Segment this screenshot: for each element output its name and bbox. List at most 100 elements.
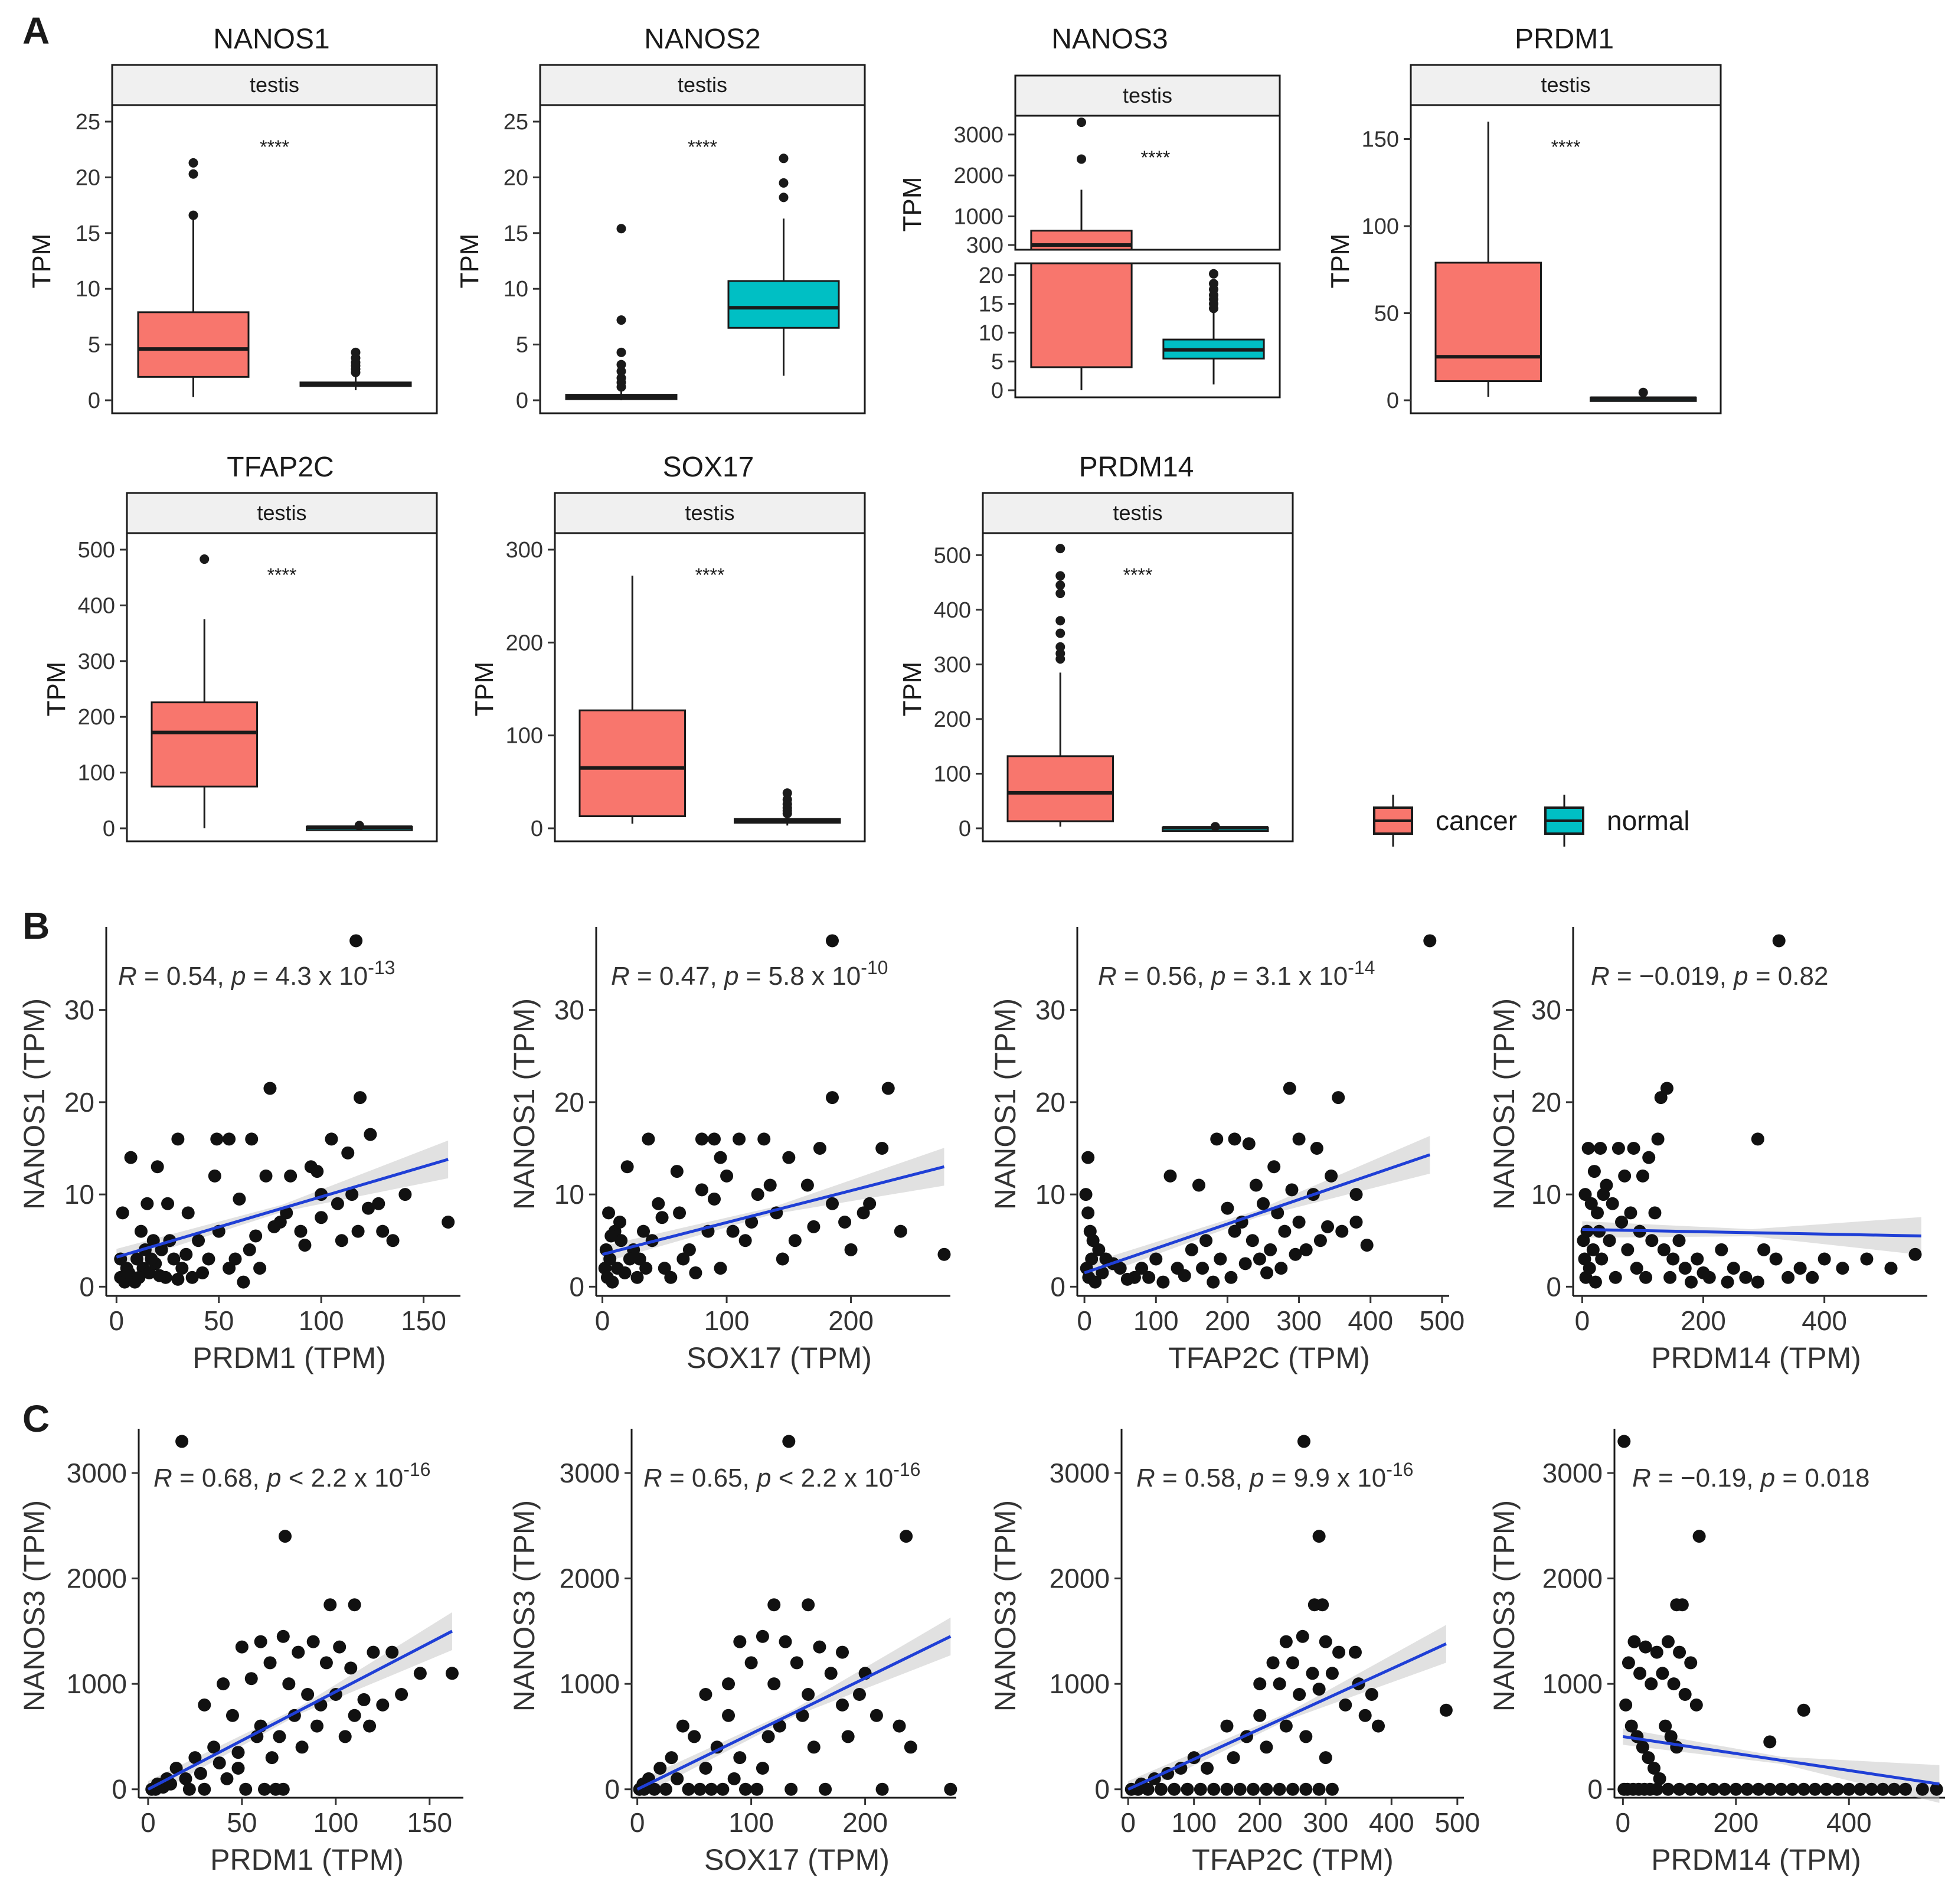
outlier-point — [782, 788, 792, 798]
data-point — [655, 1211, 669, 1224]
data-point — [282, 1677, 296, 1691]
data-point — [376, 1698, 390, 1712]
regression-line — [1622, 1735, 1940, 1786]
data-point — [1930, 1782, 1943, 1796]
stat-p-value: = 3.1 x 10 — [1226, 962, 1348, 991]
y-axis-label: NANOS1 (TPM) — [1488, 998, 1521, 1210]
data-point — [1310, 1142, 1323, 1155]
boxplot-prdm1: PRDM1 testis 0 50 100 150 TPM **** — [1326, 24, 1722, 414]
y-tick-label: 3000 — [953, 123, 1003, 148]
data-point — [714, 1262, 727, 1275]
data-point — [1684, 1656, 1698, 1670]
data-point — [699, 1688, 712, 1701]
x-axis-label: PRDM1 (TPM) — [192, 1341, 386, 1374]
y-tick-label: 1000 — [560, 1668, 620, 1699]
data-point — [1286, 1782, 1299, 1796]
y-axis-label: TPM — [42, 662, 71, 717]
data-point — [280, 1206, 293, 1220]
data-point — [1279, 1635, 1293, 1648]
data-point — [344, 1661, 358, 1675]
significance-label: **** — [688, 136, 717, 158]
data-point — [1636, 1740, 1649, 1754]
y-tick-label: 100 — [934, 762, 971, 786]
data-point — [1238, 1257, 1252, 1271]
outlier-point — [782, 795, 792, 805]
stat-r-symbol: R — [1591, 962, 1617, 991]
data-point — [900, 1530, 913, 1543]
data-point — [1339, 1698, 1352, 1712]
data-point — [1697, 1266, 1710, 1279]
stat-r-value: = 0.65, — [669, 1464, 757, 1492]
stat-p-exponent: -13 — [368, 957, 395, 978]
y-tick-label: 0 — [991, 378, 1003, 403]
scatter-prdm14-nanos1: 0 200 400 0 10 20 30 PRDM14 (TPM) NANOS1 (TPM) R … — [1488, 927, 1927, 1374]
data-point — [863, 1197, 877, 1210]
data-point — [1721, 1275, 1734, 1289]
data-point — [276, 1629, 290, 1643]
data-point — [1642, 1751, 1655, 1765]
data-point — [807, 1220, 821, 1233]
data-point — [1678, 1688, 1692, 1701]
correlation-stat: R = 0.47, p = 5.8 x 10-10 — [611, 957, 888, 991]
x-tick-label: 300 — [1303, 1807, 1348, 1838]
data-point — [1673, 1782, 1686, 1796]
data-point — [1769, 1252, 1783, 1266]
data-point — [745, 1216, 759, 1229]
data-point — [331, 1197, 344, 1210]
data-point — [716, 1782, 730, 1796]
scatter-prdm1-nanos3: 0 50 100 150 0 1000 2000 3000 PRDM1 (TPM) NANOS3 … — [18, 1429, 463, 1876]
y-tick-label: 20 — [76, 165, 100, 190]
data-point — [364, 1128, 377, 1141]
y-axis-label: TPM — [898, 662, 927, 717]
data-point — [1349, 1216, 1363, 1229]
stat-r-value: = 0.56, — [1124, 962, 1211, 991]
stat-p-exponent: -16 — [1386, 1459, 1413, 1480]
stat-p-symbol: p — [756, 1464, 771, 1492]
data-point — [1772, 934, 1786, 948]
y-tick-label: 200 — [506, 631, 543, 655]
stat-r-symbol: R — [611, 962, 637, 991]
facet-strip — [982, 492, 1294, 534]
data-point — [442, 1216, 455, 1229]
data-point — [604, 1229, 618, 1243]
stat-p-value: = 5.8 x 10 — [739, 962, 861, 991]
box-cancer — [137, 311, 250, 378]
data-point — [670, 1165, 684, 1178]
data-point — [699, 1762, 712, 1775]
data-point — [223, 1262, 236, 1275]
correlation-stat: R = 0.68, p < 2.2 x 10-16 — [153, 1459, 430, 1492]
data-point — [198, 1698, 211, 1712]
data-point — [1313, 1234, 1327, 1247]
data-point — [1135, 1262, 1149, 1275]
data-point — [263, 1082, 277, 1095]
outlier-point — [616, 224, 626, 234]
data-point — [767, 1677, 781, 1691]
data-point — [784, 1782, 798, 1796]
x-tick-label: 0 — [1120, 1807, 1136, 1838]
facet-strip — [539, 64, 866, 106]
x-axis-label: TFAP2C (TPM) — [1192, 1843, 1394, 1876]
data-point — [1319, 1751, 1332, 1765]
significance-label: **** — [1551, 136, 1581, 158]
data-point — [673, 1206, 687, 1220]
data-point — [1691, 1252, 1704, 1266]
data-point — [613, 1216, 626, 1229]
significance-label: **** — [1141, 147, 1171, 168]
data-point — [151, 1160, 164, 1174]
data-point — [1081, 1206, 1095, 1220]
data-point — [1321, 1220, 1335, 1233]
data-point — [1247, 1782, 1260, 1796]
data-point — [620, 1160, 634, 1174]
data-point — [1306, 1667, 1319, 1680]
box-title: NANOS1 — [213, 24, 329, 55]
data-point — [1818, 1252, 1831, 1266]
data-point — [1661, 1635, 1675, 1648]
data-point — [1299, 1243, 1313, 1256]
data-point — [1593, 1224, 1606, 1238]
facet-strip — [554, 492, 866, 534]
x-tick-label: 400 — [1348, 1305, 1393, 1336]
outlier-point — [616, 347, 626, 357]
data-point — [1648, 1762, 1661, 1775]
data-point — [756, 1629, 769, 1643]
